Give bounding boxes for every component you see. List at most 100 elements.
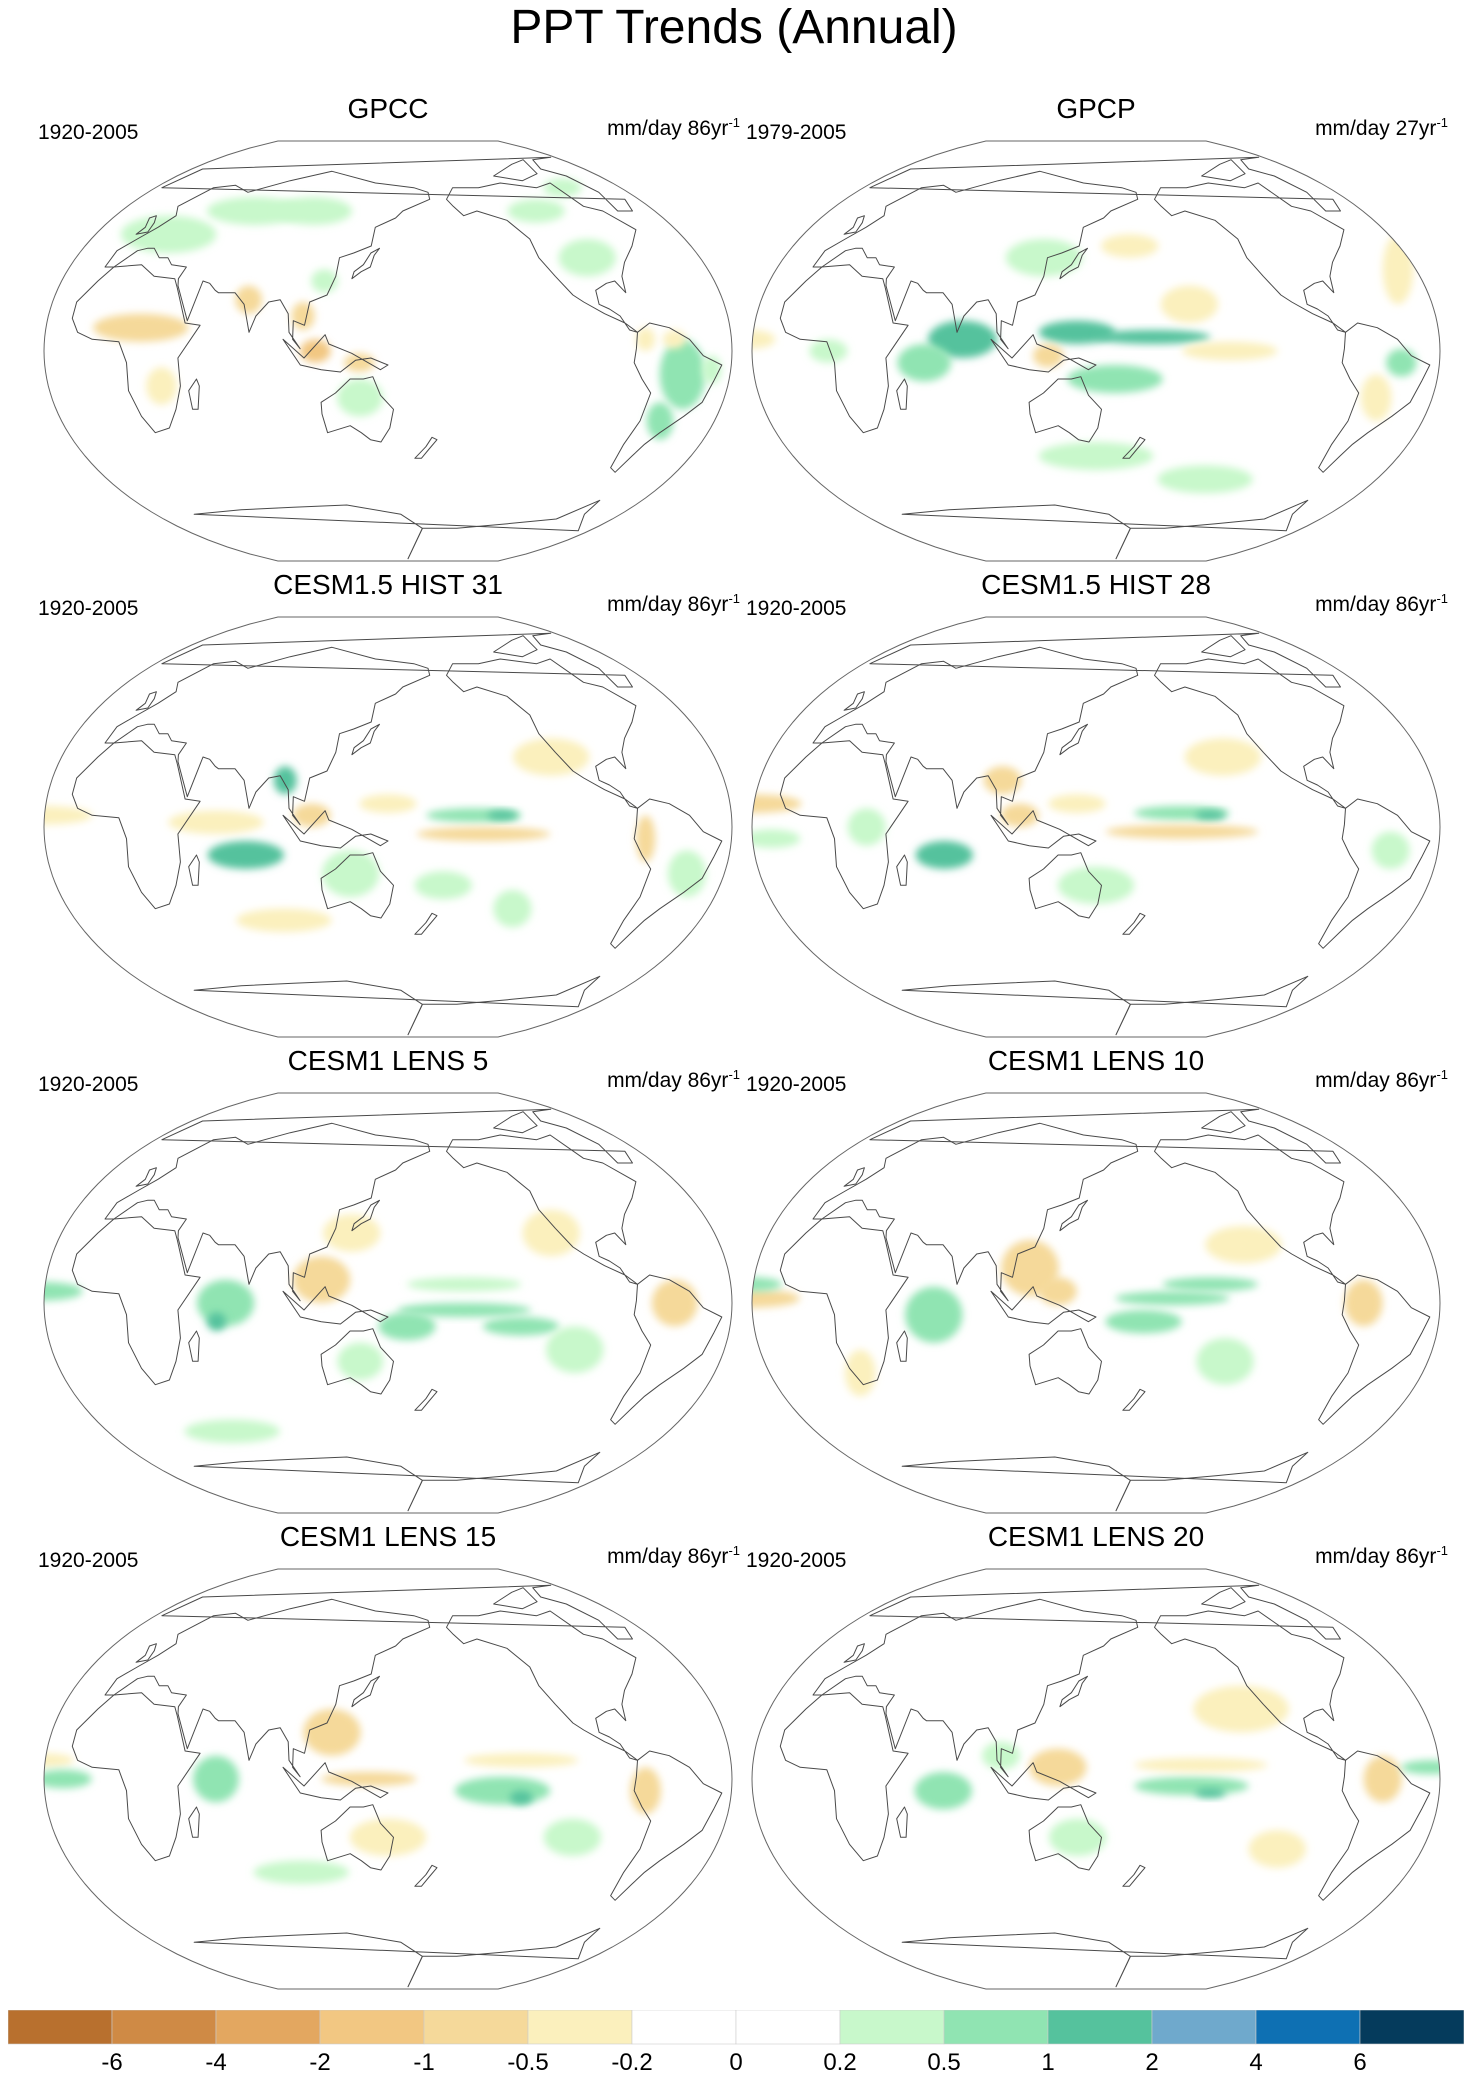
coastline-madagascar xyxy=(896,1806,908,1838)
coastline-uk xyxy=(843,1643,865,1663)
trend-anomaly xyxy=(1134,1758,1268,1772)
coastline-antarctica xyxy=(193,499,601,560)
trend-anomaly xyxy=(1193,1685,1289,1733)
trend-anomaly xyxy=(454,1776,551,1805)
trend-anomaly xyxy=(646,402,674,440)
coastline-africa xyxy=(71,1216,201,1386)
trend-anomaly xyxy=(651,1279,698,1327)
coastline-madagascar xyxy=(188,1330,200,1362)
coastline-south-america xyxy=(610,1750,723,1901)
panel-period: 1920-2005 xyxy=(746,1549,847,1572)
coastline-japan xyxy=(1059,1199,1088,1232)
coastline-new-zealand xyxy=(1122,912,1146,935)
coastline-australia xyxy=(1028,376,1102,443)
colorbar-tick-label: 2 xyxy=(1145,2049,1159,2076)
panel-gpcp: GPCP 1979-2005 mm/day 27yr-1 xyxy=(744,92,1448,568)
trend-anomaly xyxy=(344,353,375,372)
coastline-north-america xyxy=(1154,658,1346,809)
colorbar-tick-label: 6 xyxy=(1353,2049,1367,2076)
trend-anomaly xyxy=(914,1772,972,1810)
trend-anomaly xyxy=(752,829,801,848)
coastline-north-america xyxy=(446,1134,638,1285)
figure-title: PPT Trends (Annual) xyxy=(510,1,958,54)
colorbar-tick-label: 0.5 xyxy=(927,2049,961,2076)
trend-anomaly xyxy=(487,810,518,820)
trend-anomaly xyxy=(207,841,284,869)
map-outline xyxy=(751,1568,1441,1990)
coastlines xyxy=(779,1584,1431,1988)
coastline-new-zealand xyxy=(414,1864,438,1887)
panel-period: 1920-2005 xyxy=(746,597,847,620)
colorbar-swatch xyxy=(1151,2010,1257,2045)
coastlines xyxy=(71,1108,723,1512)
coastline-africa xyxy=(779,1216,909,1386)
coastline-eurasia xyxy=(104,1122,431,1302)
coastline-australia xyxy=(1028,852,1102,919)
coastline-eurasia xyxy=(104,170,431,350)
coastline-africa xyxy=(779,264,909,434)
coastline-new-zealand xyxy=(1122,436,1146,459)
trend-anomaly xyxy=(659,339,706,410)
trend-anomaly xyxy=(397,1303,532,1317)
coastline-uk xyxy=(135,215,157,235)
panel-gpcc: GPCC 1920-2005 mm/day 86yr-1 xyxy=(36,92,740,568)
trend-anomaly xyxy=(184,1419,280,1443)
colorbar-swatch xyxy=(111,2010,217,2045)
coastline-south-america xyxy=(1318,1274,1431,1425)
trend-anomaly xyxy=(337,1342,384,1380)
coastline-south-america xyxy=(1318,1750,1431,1901)
trend-anomaly xyxy=(1205,1226,1282,1264)
panel-units: mm/day 86yr-1 xyxy=(607,1543,740,1568)
panel-title: CESM1.5 HIST 31 xyxy=(273,569,503,600)
coastline-arctic-islands xyxy=(1201,1111,1246,1134)
coastline-south-america xyxy=(1318,322,1431,473)
trend-anomaly xyxy=(349,1818,427,1856)
panel-period: 1979-2005 xyxy=(746,121,847,144)
panel-title: CESM1 LENS 15 xyxy=(279,1521,497,1552)
trend-anomaly xyxy=(275,197,353,225)
panel-units: mm/day 27yr-1 xyxy=(1315,115,1448,140)
map-outline xyxy=(43,1568,733,1990)
coastline-indonesia xyxy=(282,334,389,373)
panel-cesm15-hist-28: CESM1.5 HIST 28 1920-2005 mm/day 86yr-1 xyxy=(744,568,1448,1044)
map-outline xyxy=(43,616,733,1038)
trend-anomaly xyxy=(303,1709,361,1756)
trend-anomaly xyxy=(636,815,656,862)
coastline-south-america xyxy=(610,798,723,949)
trend-anomaly xyxy=(546,1326,604,1373)
trend-anomaly xyxy=(321,850,380,897)
panel-title: GPCP xyxy=(1056,93,1136,124)
map-outline xyxy=(751,616,1441,1038)
coastline-uk xyxy=(843,215,865,235)
trend-field xyxy=(914,1685,1440,1868)
world-map xyxy=(43,1092,733,1514)
coastline-south-america xyxy=(1318,798,1431,949)
colorbar-swatch xyxy=(943,2010,1049,2045)
world-map xyxy=(751,616,1441,1038)
colorbar-swatch xyxy=(735,2010,841,2045)
panel-title: CESM1 LENS 5 xyxy=(287,1045,489,1076)
coastline-new-zealand xyxy=(1122,1388,1146,1411)
trend-anomaly xyxy=(522,1209,580,1257)
trend-anomaly xyxy=(1196,1338,1254,1385)
trend-anomaly xyxy=(1005,239,1083,277)
panel-title: CESM1 LENS 10 xyxy=(987,1045,1205,1076)
coastline-north-america xyxy=(446,1610,638,1761)
colorbar-swatch xyxy=(215,2010,321,2045)
colorbar-tick-label: -6 xyxy=(101,2049,123,2076)
map-background xyxy=(752,1093,1440,1513)
coastline-antarctica xyxy=(901,1927,1309,1988)
coastline-indonesia xyxy=(282,1762,389,1801)
trend-anomaly xyxy=(1048,794,1106,813)
trend-anomaly xyxy=(928,320,997,358)
trend-anomaly xyxy=(416,827,551,841)
colorbar-swatch xyxy=(527,2010,633,2045)
trend-anomaly xyxy=(507,199,565,223)
trend-anomaly xyxy=(543,178,582,197)
trend-anomaly xyxy=(1157,465,1253,494)
coastline-indonesia xyxy=(990,1762,1097,1801)
trend-anomaly xyxy=(1038,442,1154,470)
coastline-greenland xyxy=(161,156,633,212)
trend-field xyxy=(93,178,722,440)
coastline-north-america xyxy=(1154,182,1346,333)
